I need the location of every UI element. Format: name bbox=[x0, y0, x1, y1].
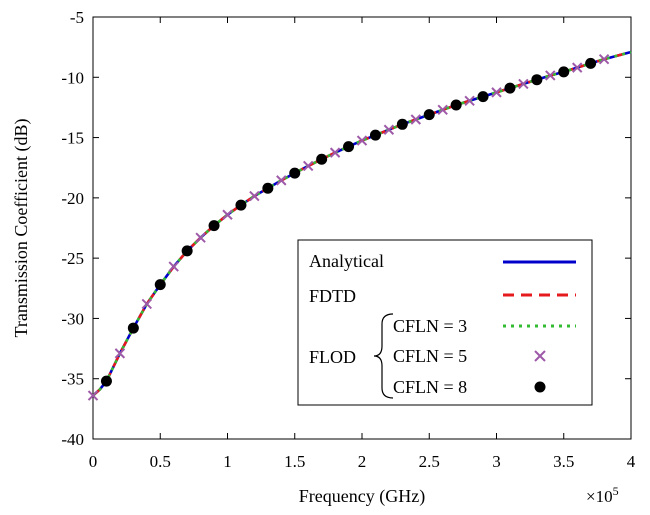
x-axis: 0 0.5 1 1.5 2 2.5 3 3.5 4 bbox=[89, 17, 636, 471]
x-tick-label: 3.5 bbox=[553, 452, 574, 471]
series-cfln-8-point bbox=[450, 99, 462, 111]
series-cfln-8-point bbox=[531, 74, 543, 86]
series-cfln-8-point bbox=[235, 199, 247, 211]
series-cfln-5-point bbox=[491, 87, 502, 98]
series-cfln-5-point bbox=[249, 190, 260, 202]
x-tick-label: 1.5 bbox=[284, 452, 305, 471]
series-cfln-5-point bbox=[383, 124, 395, 135]
legend-swatch-cfln8 bbox=[534, 381, 546, 393]
series-cfln-8-point bbox=[154, 279, 166, 291]
series-cfln-5-point bbox=[195, 232, 206, 243]
y-tick-label: -5 bbox=[70, 8, 84, 27]
x-tick-label: 0.5 bbox=[150, 452, 171, 471]
legend-label-fdtd: FDTD bbox=[309, 286, 356, 306]
series-layer bbox=[87, 50, 632, 401]
series-cfln-8-point bbox=[208, 220, 220, 232]
series-cfln-8-point bbox=[181, 245, 193, 257]
y-axis-title: Transmission Coefficient (dB) bbox=[11, 118, 32, 337]
legend-label-cfln3: CFLN = 3 bbox=[393, 316, 467, 336]
series-cfln-8-point bbox=[423, 109, 435, 121]
x-tick-label: 2 bbox=[358, 452, 367, 471]
legend-group-label: FLOD bbox=[309, 347, 356, 367]
series-cfln-5-point bbox=[464, 95, 475, 107]
x-tick-label: 2.5 bbox=[419, 452, 440, 471]
series-cfln-8-point bbox=[316, 153, 328, 165]
y-tick-label: -30 bbox=[61, 309, 84, 328]
series-cfln-8-point bbox=[343, 141, 355, 153]
series-cfln-8-point bbox=[396, 118, 408, 130]
series-cfln-8-point bbox=[477, 91, 489, 103]
x-axis-multiplier-base: ×10 bbox=[586, 487, 613, 506]
series-cfln-5-point bbox=[141, 298, 153, 310]
series-cfln-5-point bbox=[114, 348, 126, 359]
series-cfln-5-point bbox=[571, 62, 583, 73]
series-cfln-5-point bbox=[87, 390, 99, 401]
x-tick-label: 4 bbox=[627, 452, 636, 471]
series-cfln-5-point bbox=[518, 78, 529, 90]
legend-label-analytical: Analytical bbox=[309, 251, 384, 271]
y-tick-label: -40 bbox=[61, 430, 84, 449]
legend-box bbox=[297, 239, 593, 406]
y-tick-label: -35 bbox=[61, 370, 84, 389]
series-cfln-8-point bbox=[585, 57, 597, 69]
series-cfln-5-point bbox=[276, 175, 287, 186]
x-tick-label: 3 bbox=[492, 452, 501, 471]
x-axis-multiplier-exponent: 5 bbox=[613, 484, 619, 498]
legend-swatch-cfln5 bbox=[534, 350, 546, 362]
series-cfln-5-point bbox=[302, 160, 314, 172]
y-axis: -40 -35 -30 -25 -20 -15 -10 -5 bbox=[61, 8, 631, 449]
series-cfln-5-point bbox=[410, 114, 422, 125]
legend: Analytical FDTD FLOD CFLN = 3 CFLN = 5 C… bbox=[297, 239, 593, 406]
x-axis-multiplier: ×105 bbox=[586, 484, 619, 506]
legend-label-cfln5: CFLN = 5 bbox=[393, 346, 467, 366]
series-cfln-8-point bbox=[262, 182, 274, 194]
series-cfln-8-point bbox=[504, 82, 516, 94]
y-tick-label: -15 bbox=[61, 129, 84, 148]
series-cfln-5-point bbox=[437, 104, 448, 116]
series-cfln-5-point bbox=[356, 135, 368, 146]
series-cfln-5-point bbox=[598, 53, 610, 65]
x-tick-label: 0 bbox=[89, 452, 98, 471]
x-axis-title: Frequency (GHz) bbox=[299, 486, 425, 507]
y-tick-label: -20 bbox=[61, 189, 84, 208]
series-cfln-5-point bbox=[222, 209, 233, 220]
x-tick-label: 1 bbox=[223, 452, 232, 471]
legend-group-brace bbox=[373, 313, 394, 399]
series-cfln-8-point bbox=[558, 66, 570, 78]
series-cfln-5-point bbox=[545, 70, 556, 81]
series-cfln-8-point bbox=[100, 375, 112, 387]
series-cfln-8-point bbox=[369, 129, 381, 141]
legend-label-cfln8: CFLN = 8 bbox=[393, 377, 467, 397]
series-cfln-8-point bbox=[289, 167, 301, 179]
series-cfln-8-point bbox=[127, 322, 139, 334]
y-tick-label: -10 bbox=[61, 68, 84, 87]
y-tick-label: -25 bbox=[61, 249, 84, 268]
series-cfln-5-point bbox=[168, 261, 179, 272]
series-cfln-5-point bbox=[329, 147, 341, 158]
